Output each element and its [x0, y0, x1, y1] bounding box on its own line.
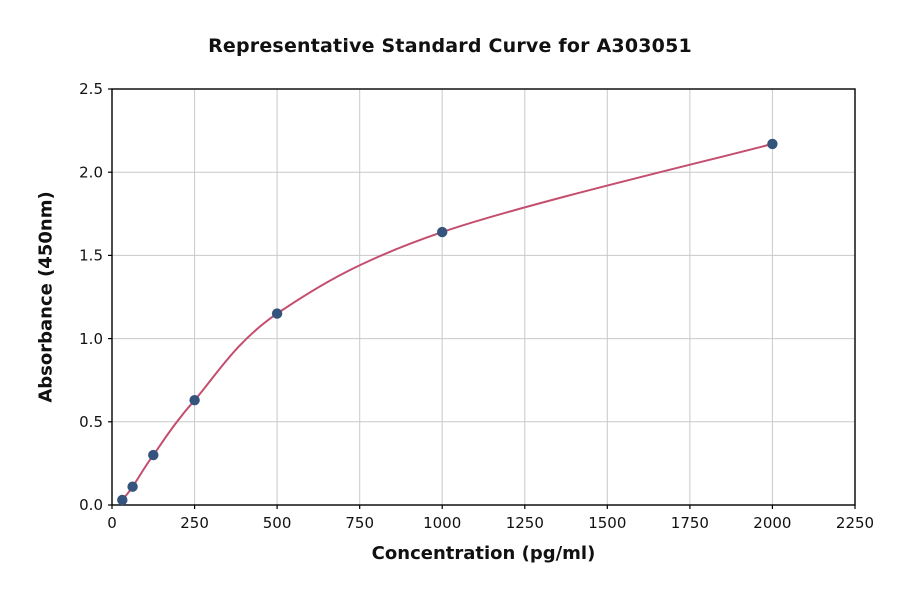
x-tick-label: 1500	[588, 514, 626, 532]
y-tick-label: 1.0	[79, 330, 103, 348]
data-point	[437, 226, 448, 238]
data-point	[271, 308, 283, 319]
x-tick-label: 2250	[836, 514, 874, 532]
data-point	[127, 481, 138, 492]
x-axis-label: Concentration (pg/ml)	[371, 543, 596, 564]
y-tick-label: 1.5	[79, 247, 103, 265]
y-tick-label: 2.5	[79, 80, 103, 98]
y-tick-label: 2.0	[79, 163, 103, 181]
plot-border	[111, 88, 856, 506]
data-point	[189, 395, 200, 406]
x-tick-label: 1000	[423, 514, 461, 532]
data-point	[117, 494, 128, 506]
x-tick-label: 1250	[506, 514, 544, 532]
x-tick-label: 250	[180, 514, 209, 532]
y-tick-label: 0.0	[79, 496, 103, 514]
x-tick-label: 500	[263, 514, 292, 532]
data-point	[148, 449, 159, 461]
x-tick-label: 1750	[671, 514, 709, 532]
x-tick-label: 0	[107, 514, 117, 532]
x-tick-label: 2000	[753, 514, 791, 532]
fitted-curve	[121, 142, 773, 501]
chart-title: Representative Standard Curve for A30305…	[208, 35, 692, 57]
x-tick-label: 750	[345, 514, 374, 532]
y-tick-label: 0.5	[79, 413, 103, 431]
data-point	[767, 138, 778, 150]
